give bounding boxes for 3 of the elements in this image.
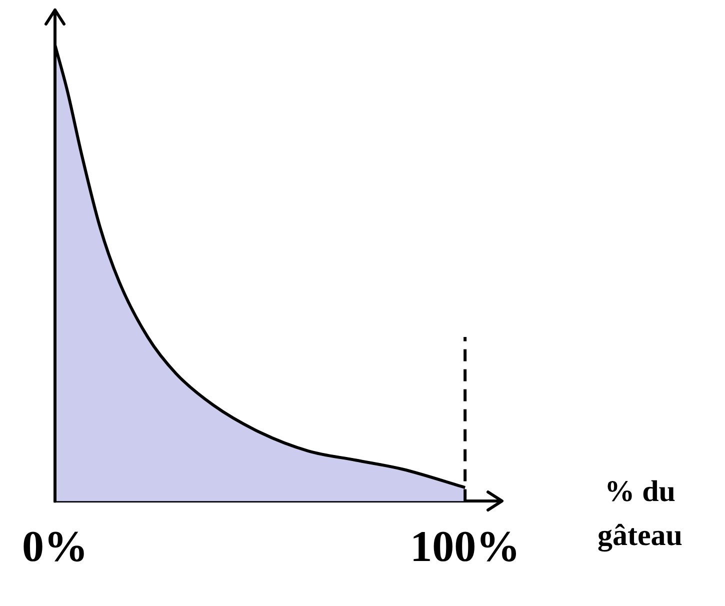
x-axis-title: % du gâteau xyxy=(596,474,684,554)
x-tick-label: 0% xyxy=(22,522,88,571)
x-tick-label: 100% xyxy=(410,522,520,571)
